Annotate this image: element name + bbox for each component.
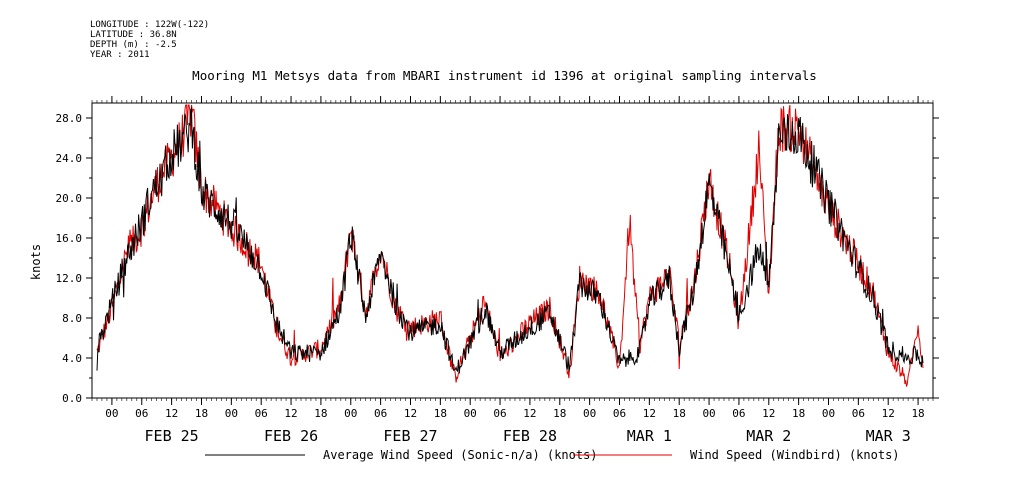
x-tick-label: 18 [553, 407, 566, 420]
x-tick-label: 18 [911, 407, 924, 420]
y-tick-label: 28.0 [56, 112, 83, 125]
x-tick-label: 18 [195, 407, 208, 420]
day-label: FEB 28 [503, 427, 557, 445]
x-tick-label: 12 [284, 407, 297, 420]
latitude-label: LATITUDE : 36.8N [90, 30, 177, 40]
legend-label: Wind Speed (Windbird) (knots) [690, 448, 900, 462]
longitude-label: LONGITUDE : 122W(-122) [90, 20, 210, 30]
day-label: FEB 27 [383, 427, 437, 445]
legend-label: Average Wind Speed (Sonic-n/a) (knots) [323, 448, 598, 462]
x-tick-label: 12 [523, 407, 536, 420]
x-tick-label: 18 [792, 407, 805, 420]
x-tick-label: 06 [613, 407, 626, 420]
y-axis-label: knots [29, 244, 43, 280]
x-tick-label: 06 [135, 407, 148, 420]
day-label: MAR 3 [866, 427, 911, 445]
day-label: MAR 1 [627, 427, 672, 445]
legend: Average Wind Speed (Sonic-n/a) (knots) Wi… [205, 448, 900, 462]
y-tick-label: 24.0 [56, 152, 83, 165]
x-tick-label: 00 [702, 407, 715, 420]
x-tick-label: 00 [464, 407, 477, 420]
x-tick-label: 06 [732, 407, 745, 420]
x-tick-label: 00 [105, 407, 118, 420]
plot-frame [91, 102, 934, 399]
x-tick-label: 18 [673, 407, 686, 420]
y-tick-label: 16.0 [56, 232, 83, 245]
series-line [96, 104, 924, 387]
day-label: FEB 26 [264, 427, 318, 445]
x-tick-label: 06 [255, 407, 268, 420]
x-tick-label: 06 [374, 407, 387, 420]
day-label: FEB 25 [145, 427, 199, 445]
y-tick-label: 12.0 [56, 272, 83, 285]
x-tick-label: 18 [434, 407, 447, 420]
metadata-block: LONGITUDE : 122W(-122) LATITUDE : 36.8N … [90, 20, 209, 60]
x-tick-label: 12 [404, 407, 417, 420]
depth-label: DEPTH (m) : -2.5 [90, 40, 177, 50]
x-tick-label: 06 [852, 407, 865, 420]
day-label: MAR 2 [746, 427, 791, 445]
x-tick-label: 06 [493, 407, 506, 420]
y-tick-label: 0.0 [62, 392, 82, 405]
x-tick-label: 00 [344, 407, 357, 420]
y-tick-label: 8.0 [62, 312, 82, 325]
x-tick-label: 12 [165, 407, 178, 420]
x-tick-label: 12 [882, 407, 895, 420]
x-tick-label: 12 [643, 407, 656, 420]
plot-area: 0.0 4.0 8.0 12.0 16.0 20.0 24.0 28.0 00 06 12 18 00 0… [56, 96, 939, 445]
x-tick-label: 00 [822, 407, 835, 420]
y-tick-label: 20.0 [56, 192, 83, 205]
x-tick-label: 00 [583, 407, 596, 420]
chart-title: Mooring M1 Metsys data from MBARI instru… [192, 68, 817, 83]
y-tick-label: 4.0 [62, 352, 82, 365]
x-tick-label: 12 [762, 407, 775, 420]
year-label: YEAR : 2011 [90, 50, 150, 60]
series-line [96, 106, 924, 374]
x-tick-label: 00 [225, 407, 238, 420]
x-tick-label: 18 [314, 407, 327, 420]
